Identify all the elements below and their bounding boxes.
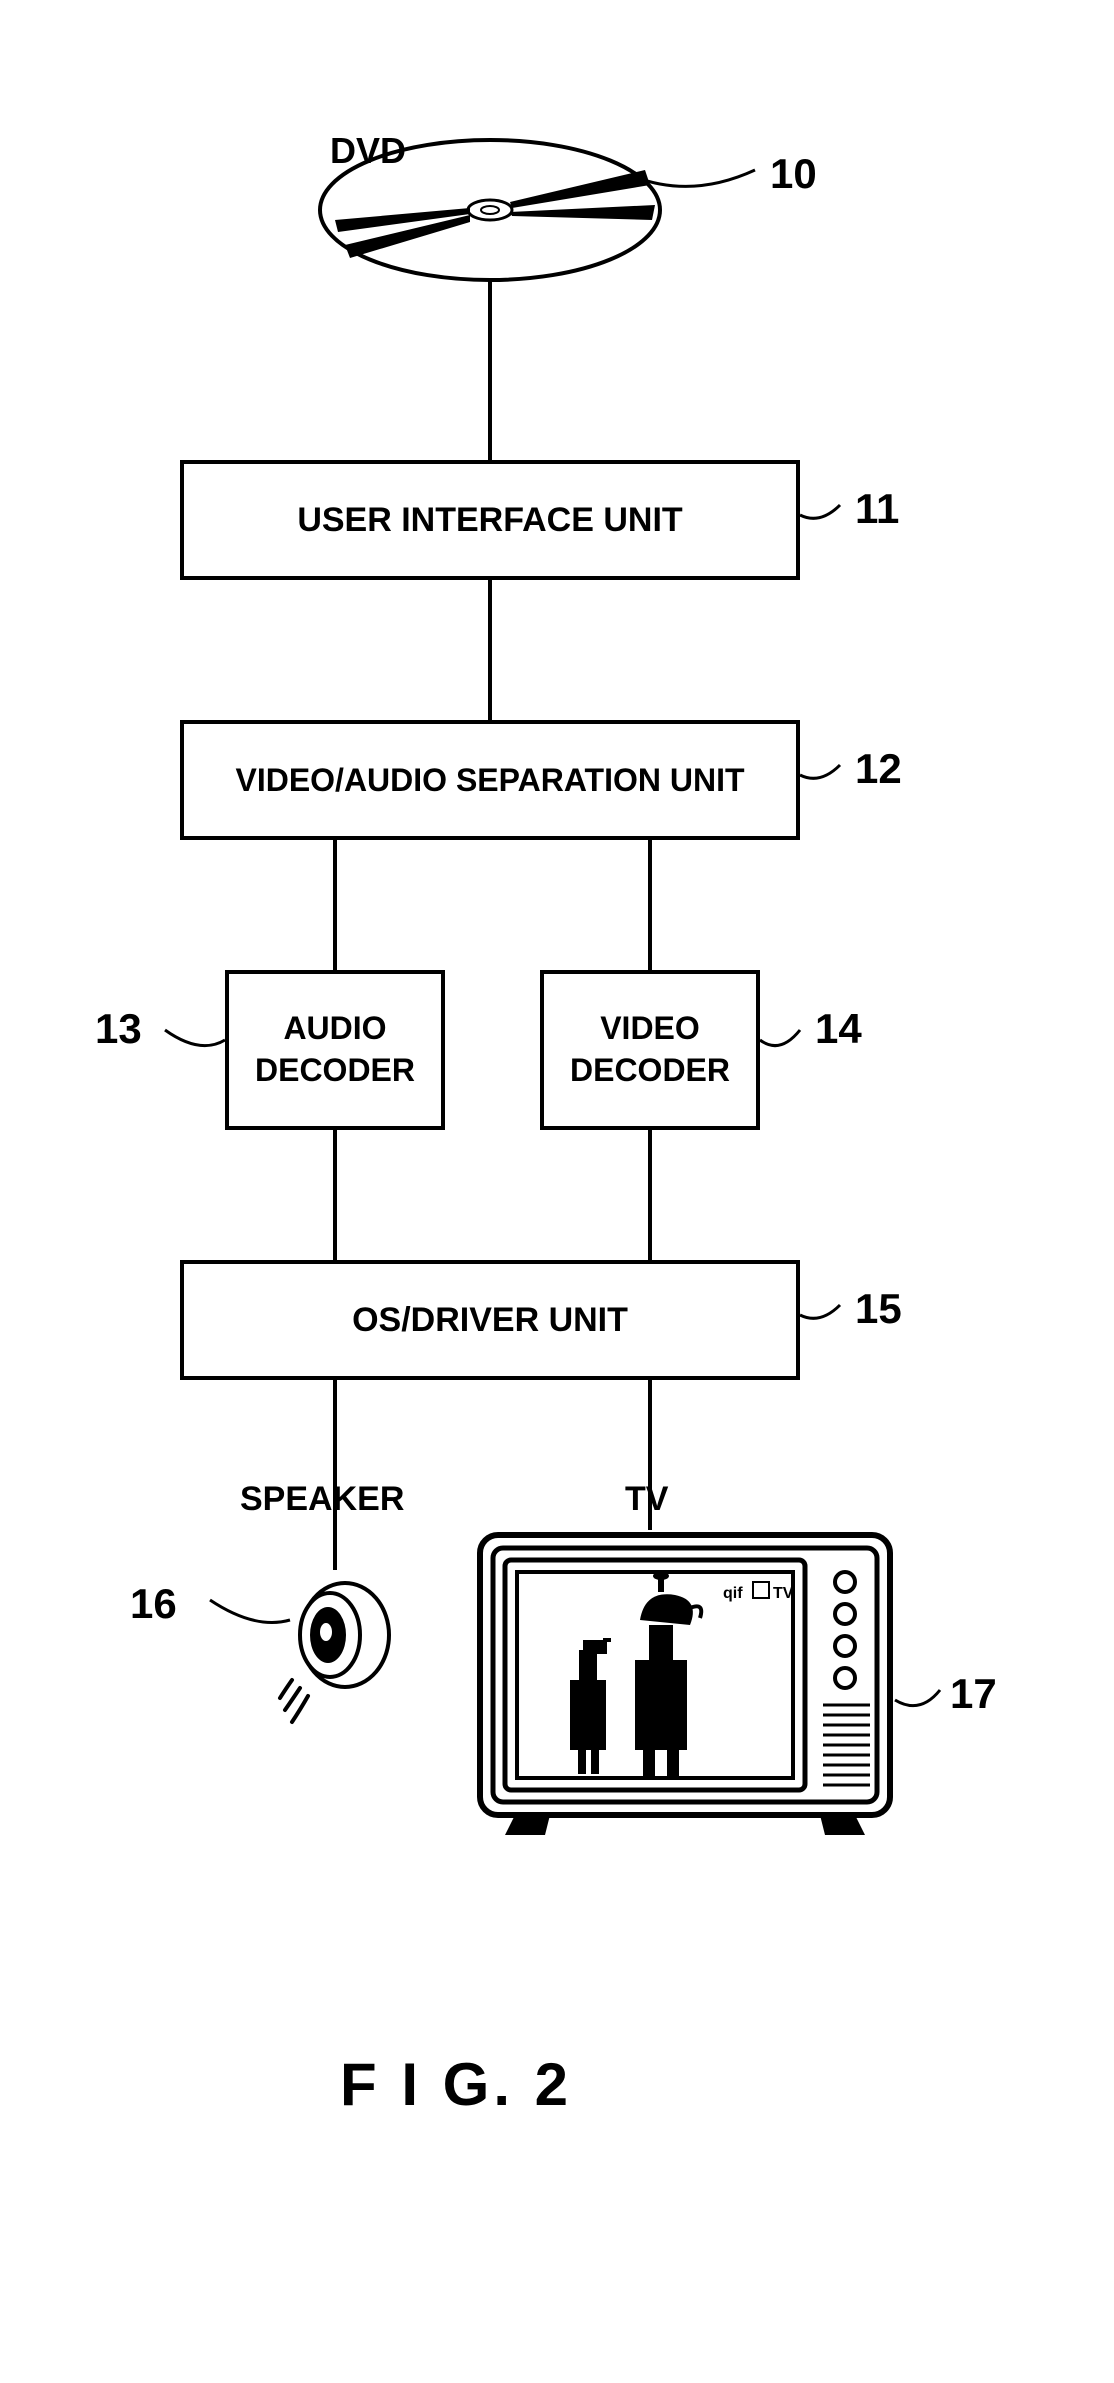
diagram-canvas: DVD 10 USER INTERFACE UNIT 11 VIDEO/AUDI…: [0, 0, 1114, 2383]
figure-label: F I G. 2: [340, 2050, 572, 2119]
leader-17: [0, 0, 1114, 2383]
ref-17: 17: [950, 1670, 997, 1718]
